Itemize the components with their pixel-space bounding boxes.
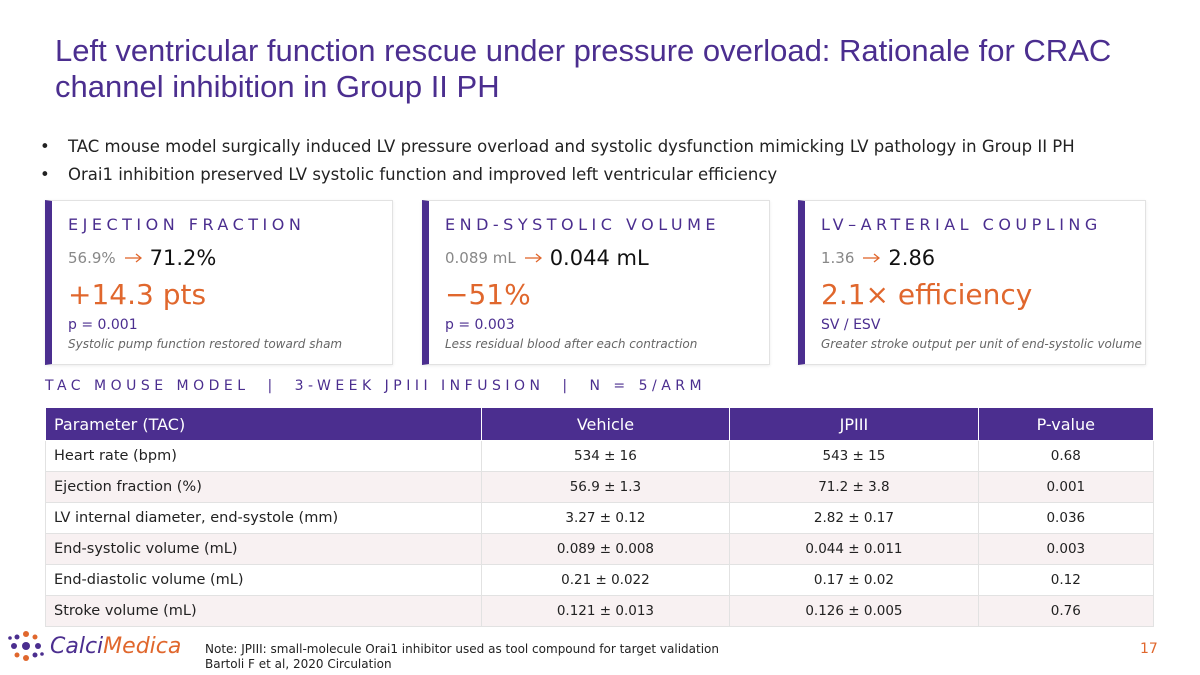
bullet: Orai1 inhibition preserved LV systolic f… bbox=[40, 161, 1075, 189]
card-label: EJECTION FRACTION bbox=[68, 215, 306, 234]
change: +14.3 pts bbox=[68, 278, 207, 311]
table-cell: Heart rate (bpm) bbox=[45, 440, 482, 472]
before-value: 0.089 mL bbox=[445, 249, 516, 267]
stat: p = 0.003 bbox=[445, 317, 515, 333]
table-cell: 3.27 ± 0.12 bbox=[480, 502, 731, 534]
column-header: JPIII bbox=[729, 407, 979, 441]
table-header: Parameter (TAC) Vehicle JPIII P-value bbox=[45, 407, 1155, 441]
metric-card: EJECTION FRACTION 56.9% 71.2% +14.3 pts p = … bbox=[45, 200, 393, 365]
logo: CalciMedica bbox=[8, 628, 181, 664]
table-cell: 543 ± 15 bbox=[729, 440, 979, 472]
table-row: Heart rate (bpm) 534 ± 16 543 ± 15 0.68 bbox=[45, 440, 1155, 472]
table-cell: 56.9 ± 1.3 bbox=[480, 471, 731, 503]
footnotes: Note: JPIII: small-molecule Orai1 inhibi… bbox=[205, 642, 719, 672]
arrow bbox=[124, 253, 142, 263]
table-cell: 0.21 ± 0.022 bbox=[480, 564, 731, 596]
stat: p = 0.001 bbox=[68, 317, 138, 333]
stat: SV / ESV bbox=[821, 317, 881, 333]
table-cell: 71.2 ± 3.8 bbox=[729, 471, 979, 503]
table-cell: 0.001 bbox=[977, 471, 1155, 503]
arrow bbox=[524, 253, 542, 263]
page-number: 17 bbox=[1140, 641, 1158, 657]
footnote: Note: JPIII: small-molecule Orai1 inhibi… bbox=[205, 642, 719, 656]
table-cell: 0.12 bbox=[977, 564, 1155, 596]
before-value: 1.36 bbox=[821, 249, 855, 267]
card-label: LV–ARTERIAL COUPLING bbox=[821, 215, 1102, 234]
table-cell: End-systolic volume (mL) bbox=[45, 533, 482, 565]
logo-text: CalciMedica bbox=[50, 634, 181, 659]
logo-icon bbox=[8, 631, 44, 661]
table-cell: Stroke volume (mL) bbox=[45, 595, 482, 627]
card-note: Greater stroke output per unit of end-sy… bbox=[821, 337, 1142, 351]
table-row: Ejection fraction (%) 56.9 ± 1.3 71.2 ± 3.… bbox=[45, 471, 1155, 503]
table-row: End-diastolic volume (mL) 0.21 ± 0.022 0.1… bbox=[45, 564, 1155, 596]
after-value: 2.86 bbox=[888, 246, 936, 270]
title: Left ventricular function rescue under p… bbox=[55, 33, 1112, 104]
footnote: Bartoli F et al, 2020 Circulation bbox=[205, 657, 392, 671]
logo-part: Medica bbox=[103, 633, 182, 659]
arrow bbox=[863, 253, 881, 263]
table-cell: 0.68 bbox=[977, 440, 1155, 472]
card-values: 56.9% 71.2% bbox=[68, 241, 392, 275]
column-header: Vehicle bbox=[480, 407, 731, 441]
card-values: 0.089 mL 0.044 mL bbox=[445, 241, 769, 275]
bullet: TAC mouse model surgically induced LV pr… bbox=[40, 133, 1075, 161]
metric-card: END-SYSTOLIC VOLUME 0.089 mL 0.044 mL −51% p… bbox=[422, 200, 770, 365]
table-cell: 534 ± 16 bbox=[480, 440, 731, 472]
change: 2.1× efficiency bbox=[821, 278, 1033, 311]
table-cell: Ejection fraction (%) bbox=[45, 471, 482, 503]
card-note: Less residual blood after each contracti… bbox=[445, 337, 698, 351]
table-cell: 0.003 bbox=[977, 533, 1155, 565]
logo-part: Calci bbox=[50, 633, 104, 659]
change: −51% bbox=[445, 278, 531, 311]
table-cell: 2.82 ± 0.17 bbox=[729, 502, 979, 534]
table-cell: 0.044 ± 0.011 bbox=[729, 533, 979, 565]
table: Parameter (TAC) Vehicle JPIII P-value Heart… bbox=[45, 407, 1155, 627]
bullet-list: TAC mouse model surgically induced LV pr… bbox=[40, 133, 1075, 189]
card-note: Systolic pump function restored toward s… bbox=[68, 337, 343, 351]
metric-card: LV–ARTERIAL COUPLING 1.36 2.86 2.1× efficie… bbox=[798, 200, 1146, 365]
table-cell: 0.17 ± 0.02 bbox=[729, 564, 979, 596]
table-body: Heart rate (bpm) 534 ± 16 543 ± 15 0.68 Ejec… bbox=[45, 440, 1155, 627]
after-value: 0.044 mL bbox=[549, 246, 649, 270]
table-row: Stroke volume (mL) 0.121 ± 0.013 0.126 ± 0… bbox=[45, 595, 1155, 627]
table-cell: 0.036 bbox=[977, 502, 1155, 534]
before-value: 56.9% bbox=[68, 249, 116, 267]
table-row: LV internal diameter, end-systole (mm) 3.… bbox=[45, 502, 1155, 534]
column-header: P-value bbox=[977, 407, 1155, 441]
table-cell: 0.121 ± 0.013 bbox=[480, 595, 731, 627]
table-cell: 0.126 ± 0.005 bbox=[729, 595, 979, 627]
table-row: End-systolic volume (mL) 0.089 ± 0.008 0.0… bbox=[45, 533, 1155, 565]
table-cell: End-diastolic volume (mL) bbox=[45, 564, 482, 596]
table-cell: 0.76 bbox=[977, 595, 1155, 627]
table-cell: 0.089 ± 0.008 bbox=[480, 533, 731, 565]
subheader: TAC MOUSE MODEL | 3-WEEK JPIII INFUSION … bbox=[45, 378, 707, 394]
card-values: 1.36 2.86 bbox=[821, 241, 1145, 275]
column-header: Parameter (TAC) bbox=[45, 407, 482, 441]
table-cell: LV internal diameter, end-systole (mm) bbox=[45, 502, 482, 534]
card-label: END-SYSTOLIC VOLUME bbox=[445, 215, 721, 234]
after-value: 71.2% bbox=[149, 246, 217, 270]
